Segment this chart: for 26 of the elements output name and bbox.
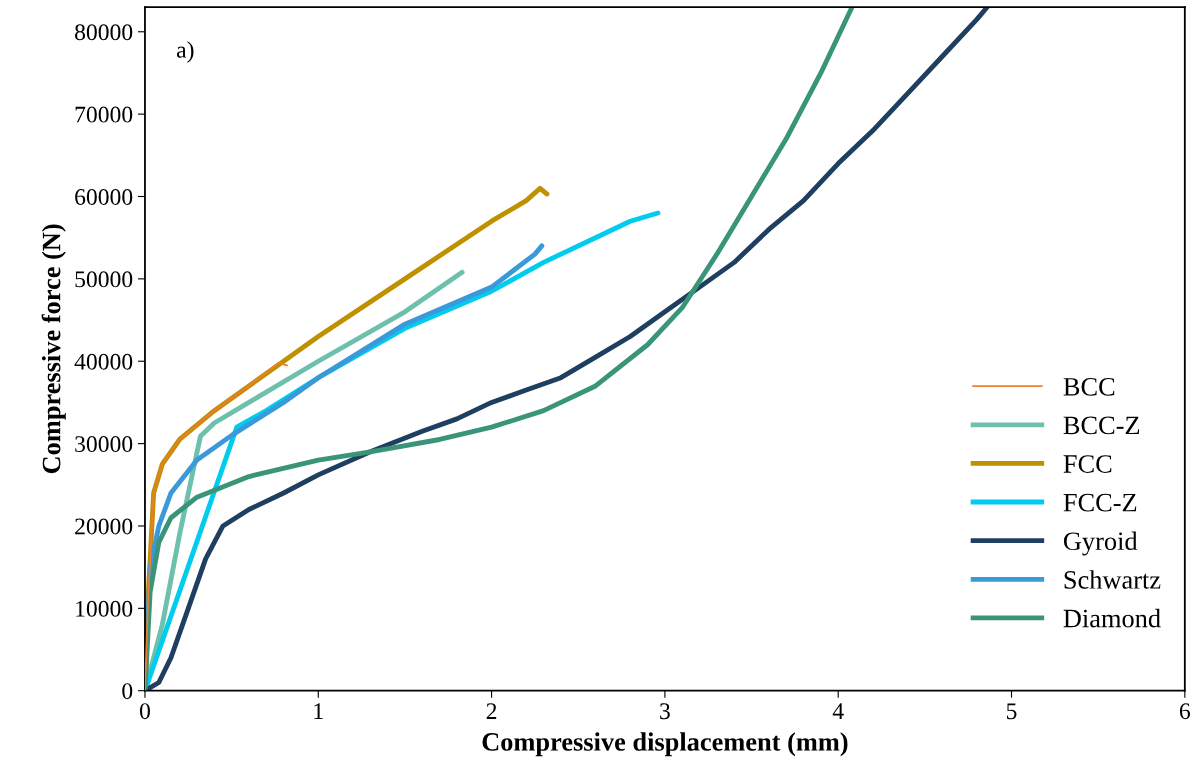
y-axis-title: Compressive force (N) — [41, 224, 66, 474]
legend-label: BCC — [1063, 377, 1115, 396]
y-tick-label: 40000 — [74, 353, 133, 370]
legend-label: FCC-Z — [1063, 493, 1137, 512]
y-tick-label: 30000 — [75, 436, 133, 453]
x-axis-title: Compressive displacement (mm) — [482, 732, 848, 757]
x-tick-label: 2 — [486, 703, 497, 719]
y-tick-label: 60000 — [75, 188, 133, 205]
legend-label: Gyroid — [1063, 531, 1138, 556]
x-tick-label: 4 — [832, 703, 844, 719]
y-tick-label: 10000 — [76, 600, 133, 617]
legend-label: Diamond — [1063, 608, 1161, 628]
legend-label: BCC-Z — [1063, 416, 1140, 435]
x-tick-label: 0 — [139, 703, 150, 720]
x-tick-label: 1 — [314, 703, 323, 719]
legend-label: FCC — [1063, 455, 1112, 473]
x-tick-label: 5 — [1006, 703, 1017, 720]
annotation: a) — [176, 41, 194, 63]
y-tick-label: 70000 — [75, 106, 133, 123]
y-tick-label: 0 — [122, 683, 133, 700]
y-tick-label: 20000 — [75, 518, 133, 535]
y-tick-label: 50000 — [75, 271, 133, 288]
x-tick-label: 6 — [1179, 703, 1191, 720]
legend-label: Schwartz — [1064, 570, 1161, 589]
y-tick-label: 80000 — [75, 24, 133, 41]
x-tick-label: 3 — [660, 703, 670, 720]
